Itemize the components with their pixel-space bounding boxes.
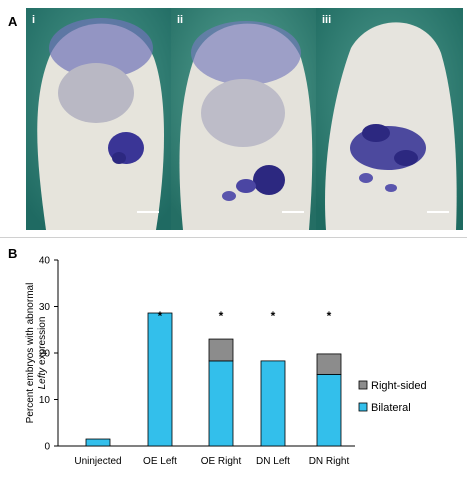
- bar-bilateral-4: [316, 373, 342, 447]
- embryo-image-ii: ii: [171, 8, 318, 230]
- legend-swatch-right-sided: [358, 380, 368, 390]
- scale-bar: [282, 211, 304, 213]
- scale-bar: [137, 211, 159, 213]
- legend-label: Bilateral: [371, 402, 411, 414]
- significance-marker: *: [327, 309, 332, 323]
- embryo-image-iii: iii: [316, 8, 463, 230]
- bar-bilateral-0: [85, 438, 111, 447]
- image-numeral: ii: [177, 14, 184, 26]
- y-axis-title: Percent embryos with abnormal: [25, 283, 36, 424]
- bar-bilateral-2: [208, 360, 234, 447]
- significance-marker: *: [158, 309, 163, 323]
- embryo-image-i: i: [26, 8, 173, 230]
- image-numeral: iii: [322, 14, 332, 26]
- y-tick-label: 0: [44, 442, 50, 453]
- image-numeral: i: [32, 14, 36, 26]
- y-tick-label: 40: [39, 256, 51, 267]
- legend-swatch-bilateral: [358, 402, 368, 412]
- bar-bilateral-1: [147, 312, 173, 447]
- x-category-label: OE Left: [143, 456, 177, 467]
- stacked-bar-chart: 0 10 20 30 40 Uninjected OE Left * OE Right * DN …: [25, 256, 427, 468]
- panel-divider: [0, 237, 467, 238]
- y-axis-title-line2: Lefty expression: [37, 317, 48, 390]
- y-tick-label: 10: [39, 395, 51, 406]
- x-category-label: Uninjected: [74, 456, 121, 467]
- bar-bilateral-3: [260, 360, 286, 447]
- x-category-label: DN Right: [309, 456, 350, 467]
- legend-label: Right-sided: [371, 380, 427, 392]
- x-category-label: DN Left: [256, 456, 290, 467]
- significance-marker: *: [219, 309, 224, 323]
- x-category-label: OE Right: [201, 456, 242, 467]
- panel-b-label: B: [8, 246, 18, 261]
- y-tick-label: 30: [39, 302, 51, 313]
- panel-a-label: A: [8, 14, 18, 29]
- y-tick-label: 20: [39, 349, 51, 360]
- bar-right-sided-2: [208, 338, 234, 362]
- bar-right-sided-4: [316, 353, 342, 375]
- significance-marker: *: [271, 309, 276, 323]
- scale-bar: [427, 211, 449, 213]
